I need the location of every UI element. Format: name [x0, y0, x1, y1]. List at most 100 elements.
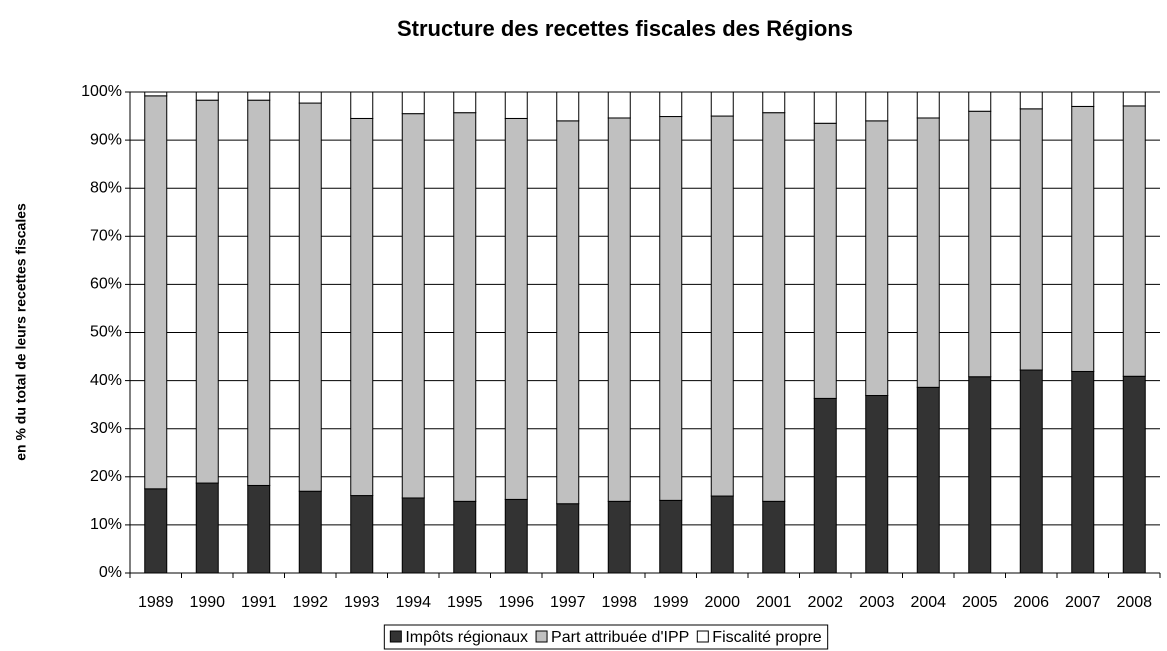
x-tick-label: 2001 [756, 594, 792, 611]
x-tick-label: 1993 [344, 594, 380, 611]
bar-segment [401, 113, 425, 499]
x-tick-label: 2008 [1116, 594, 1152, 611]
legend-swatch [389, 630, 402, 643]
bar-segment [762, 500, 786, 574]
y-tick-label: 30% [90, 420, 122, 437]
bar-segment [659, 116, 683, 501]
bar-segment [710, 495, 734, 574]
bar-segment [916, 91, 940, 119]
bar-segment [401, 91, 425, 115]
y-tick-label: 70% [90, 228, 122, 245]
bar-segment [607, 500, 631, 574]
legend-swatch [535, 630, 548, 643]
y-tick-label: 60% [90, 276, 122, 293]
bar-segment [144, 95, 168, 490]
bar-segment [350, 91, 374, 119]
y-tick-label: 50% [90, 324, 122, 341]
bar-segment [504, 498, 528, 574]
x-tick-label: 1994 [395, 594, 431, 611]
bar-segment [865, 395, 889, 574]
y-tick-label: 40% [90, 372, 122, 389]
bar-segment [813, 397, 837, 574]
bar-segment [298, 490, 322, 574]
y-tick-label: 10% [90, 516, 122, 533]
x-tick-label: 1991 [241, 594, 277, 611]
bar-segment [659, 91, 683, 118]
bar-segment [659, 499, 683, 574]
bar-segment [144, 488, 168, 574]
chart-title: Structure des recettes fiscales des Régi… [397, 16, 853, 41]
x-tick-label: 1990 [189, 594, 225, 611]
legend-label: Impôts régionaux [405, 629, 528, 646]
bar-segment [968, 91, 992, 112]
y-tick-label: 90% [90, 131, 122, 148]
bar-segment [195, 482, 219, 574]
bar-segment [968, 376, 992, 574]
x-tick-label: 2003 [859, 594, 895, 611]
bar-segment [556, 120, 580, 505]
bar-segment [1071, 370, 1095, 574]
bar-segment [710, 115, 734, 497]
bar-segment [1071, 105, 1095, 372]
bar-segment [247, 91, 271, 101]
x-tick-label: 1997 [550, 594, 586, 611]
bar-segment [813, 91, 837, 124]
bar-segment [350, 495, 374, 574]
x-tick-label: 1998 [601, 594, 637, 611]
bar-segment [1019, 108, 1043, 371]
y-axis-label: en % du total de leurs recettes fiscales [13, 203, 29, 461]
bar-segment [762, 91, 786, 114]
legend-label: Fiscalité propre [712, 629, 821, 646]
bar-segment [865, 120, 889, 397]
bar-segment [195, 99, 219, 484]
bar-segment [195, 91, 219, 101]
bar-segment [401, 497, 425, 574]
bar-segment [813, 122, 837, 399]
bar-segment [247, 484, 271, 574]
x-tick-label: 1989 [138, 594, 174, 611]
bar-segment [350, 117, 374, 497]
bar-segment [144, 91, 168, 97]
bar-segment [556, 503, 580, 574]
bar-segment [1122, 105, 1146, 377]
bar-segment [1071, 91, 1095, 107]
y-tick-label: 80% [90, 179, 122, 196]
y-tick-label: 20% [90, 468, 122, 485]
x-tick-label: 1995 [447, 594, 483, 611]
x-tick-label: 1992 [292, 594, 328, 611]
x-tick-label: 1999 [653, 594, 689, 611]
bar-segment [453, 112, 477, 502]
bar-segment [247, 99, 271, 486]
bar-segment [556, 91, 580, 122]
bar-segment [762, 112, 786, 502]
x-tick-label: 1996 [498, 594, 534, 611]
bar-segment [710, 91, 734, 117]
bar-segment [865, 91, 889, 122]
bar-segment [504, 117, 528, 500]
legend-label: Part attribuée d'IPP [551, 629, 689, 646]
x-tick-label: 2007 [1065, 594, 1101, 611]
bar-segment [968, 110, 992, 378]
x-tick-label: 2004 [910, 594, 946, 611]
bar-segment [1019, 369, 1043, 574]
y-tick-label: 0% [99, 564, 122, 581]
bar-segment [607, 91, 631, 119]
bar-segment [453, 500, 477, 574]
legend-swatch [696, 630, 709, 643]
bar-segment [1019, 91, 1043, 110]
legend-box [383, 624, 829, 650]
x-tick-label: 2002 [807, 594, 843, 611]
x-tick-label: 2000 [704, 594, 740, 611]
bar-segment [916, 386, 940, 574]
bar-segment [453, 91, 477, 114]
y-tick-label: 100% [81, 83, 122, 100]
bar-segment [1122, 91, 1146, 107]
bar-segment [504, 91, 528, 119]
bar-segment [298, 91, 322, 104]
x-tick-label: 2006 [1013, 594, 1049, 611]
bar-segment [298, 102, 322, 492]
x-tick-label: 2005 [962, 594, 998, 611]
bar-segment [607, 117, 631, 502]
